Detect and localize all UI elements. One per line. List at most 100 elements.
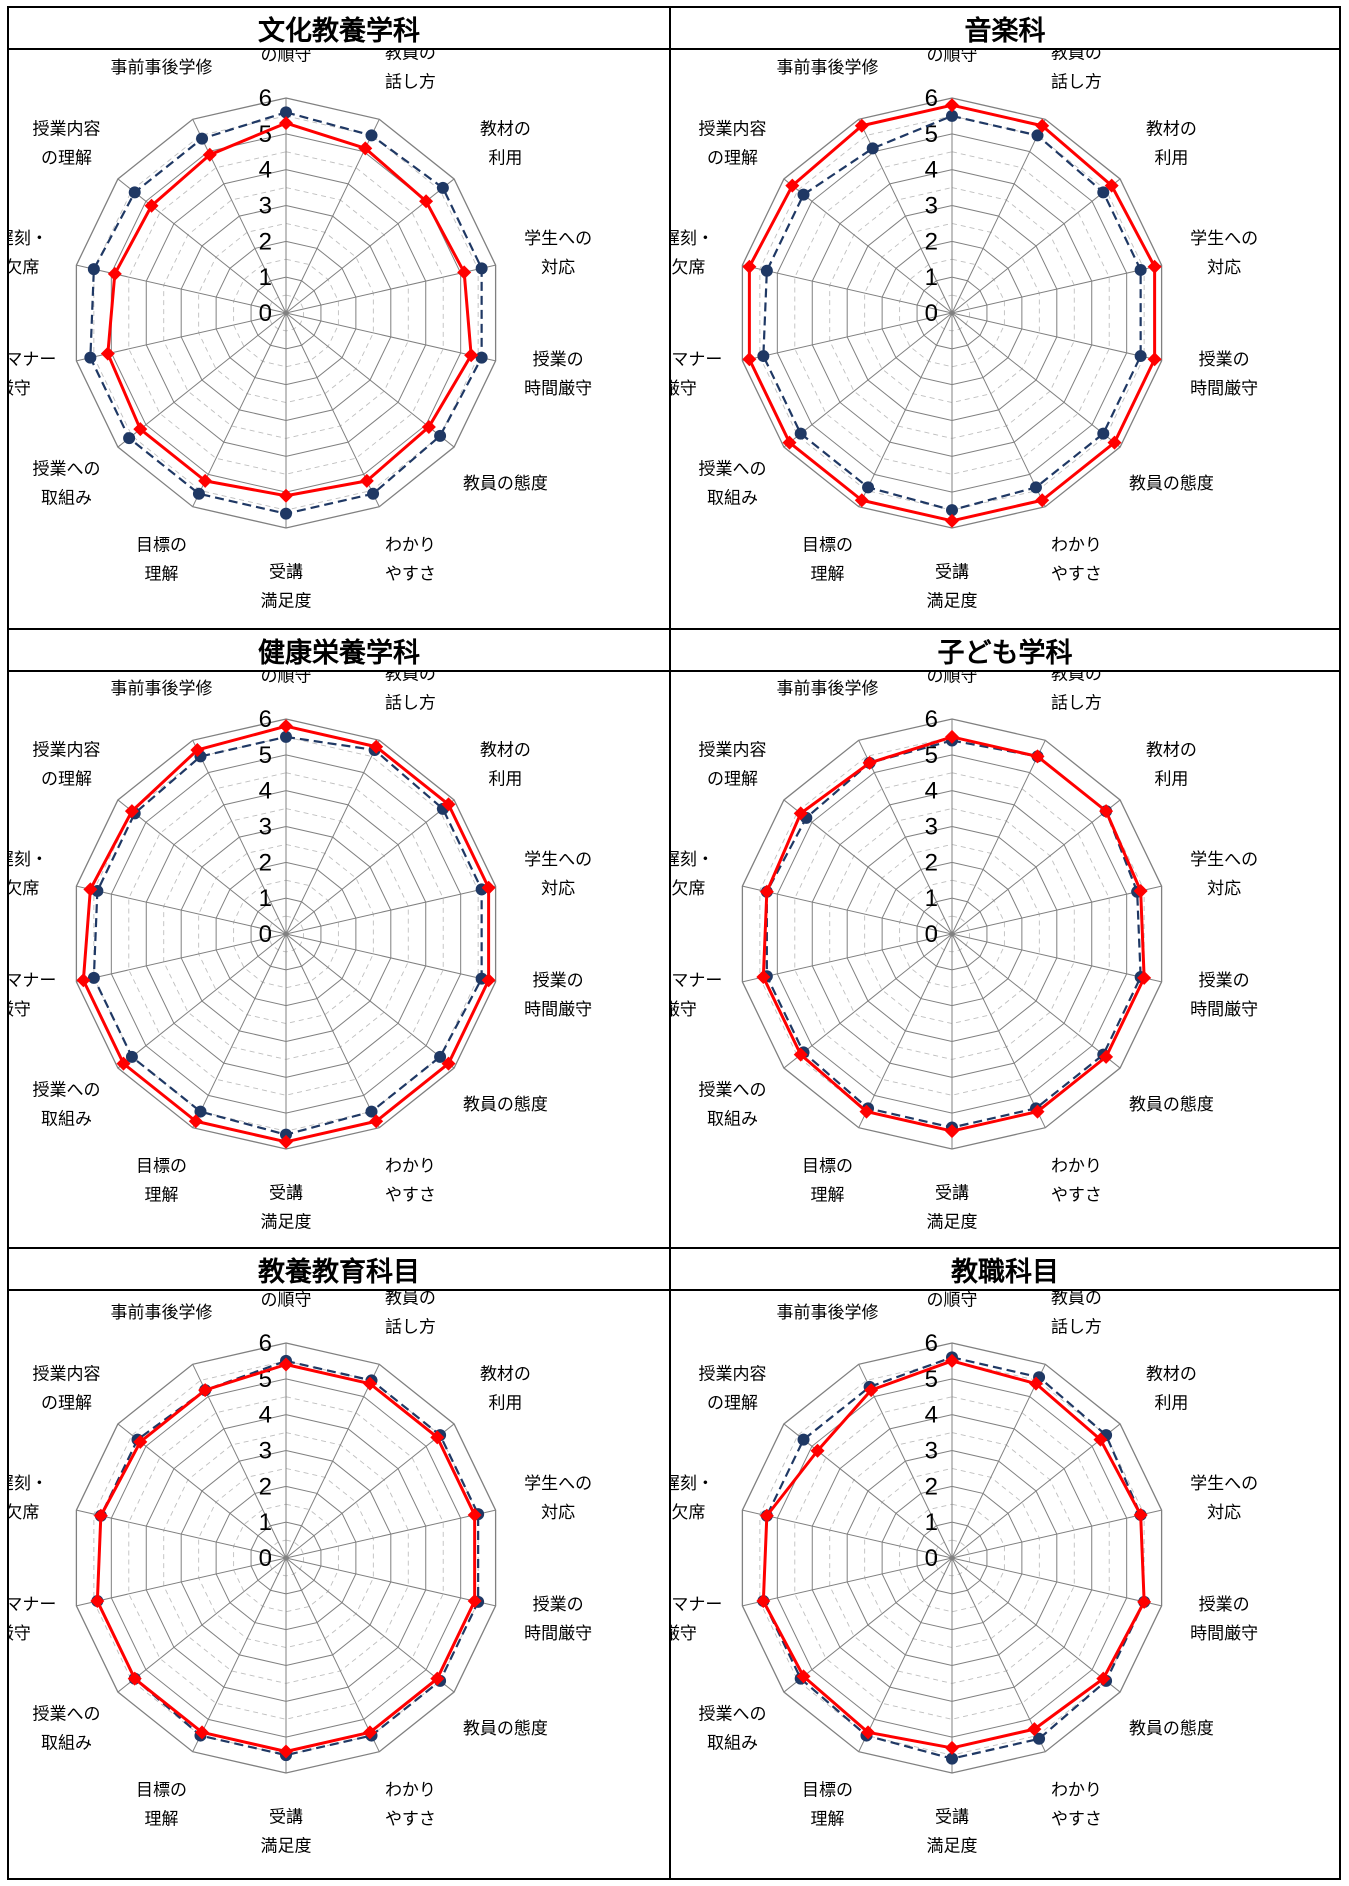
axis-label-line: 無欠席 [9, 1503, 39, 1523]
red-series-point [369, 1114, 384, 1129]
axis-label-line: 学生への [524, 229, 592, 249]
axis-label-line: 授業内容 [33, 119, 101, 139]
axis-label-line: 教材の [1146, 119, 1197, 139]
axis-label-line: 話し方 [385, 694, 436, 714]
navy-series-point [1097, 427, 1110, 440]
spoke [951, 312, 1121, 448]
spoke [783, 799, 953, 935]
spoke [783, 933, 953, 1069]
panel-bunka: 文化教養学科 0123456講義要項の順守教員の話し方教材の利用学生への対応授業… [9, 8, 669, 628]
radar-svg: 0123456講義要項の順守教員の話し方教材の利用学生への対応授業の時間厳守教員… [671, 1291, 1258, 1857]
minor-grid-ring [128, 151, 444, 475]
minor-grid-ring [899, 1503, 1005, 1613]
spoke [951, 119, 1046, 314]
red-series-point [100, 346, 115, 361]
red-series-point [756, 970, 771, 985]
panel-kenko-eiyo: 健康栄養学科 0123456講義要項の順守教員の話し方教材の利用学生への対応授業… [9, 630, 669, 1247]
axis-label-line: 事前事後学修 [111, 58, 213, 78]
axis-label-line: 受講 [935, 1184, 969, 1204]
spoke [117, 1557, 287, 1693]
red-series-point [195, 1725, 210, 1740]
radar-chart-grid: 文化教養学科 0123456講義要項の順守教員の話し方教材の利用学生への対応授業… [7, 6, 1341, 1880]
spoke [858, 740, 953, 935]
axis-label-line: 事前事後学修 [777, 1303, 879, 1323]
tick-label: 0 [925, 1545, 938, 1572]
tick-label: 2 [925, 849, 938, 876]
axis-label-line: 学生への [524, 1474, 592, 1494]
red-series-point [90, 1594, 105, 1609]
spoke [951, 1557, 1162, 1607]
tick-label: 3 [259, 814, 272, 841]
radar-chart: 0123456講義要項の順守教員の話し方教材の利用学生への対応授業の時間厳守教員… [671, 1291, 1339, 1878]
tick-label: 5 [925, 1366, 938, 1393]
minor-grid-ring [794, 772, 1110, 1096]
red-series-point [1099, 1049, 1114, 1064]
axis-label-line: 時間厳守 [1190, 1624, 1258, 1644]
axis-label-line: 満足度 [261, 1837, 312, 1857]
red-series-point [945, 1353, 959, 1368]
red-series-point [198, 1383, 213, 1398]
red-series-point [279, 1357, 293, 1372]
axis-label-line: 満足度 [927, 1213, 978, 1233]
red-series-point [1030, 749, 1045, 764]
navy-series-point [757, 350, 770, 363]
minor-grid-ring [233, 258, 339, 368]
spoke [117, 312, 287, 448]
axis-label-line: 教員の [385, 672, 436, 685]
tick-label: 4 [925, 778, 938, 805]
axis-label-line: 授業の [533, 971, 584, 991]
red-series-point [93, 1508, 108, 1523]
navy-series-point [1134, 350, 1147, 363]
minor-grid-ring [794, 151, 1110, 475]
axis-label-line: の理解 [41, 148, 92, 168]
red-series-point [945, 98, 959, 113]
red-series-point [1028, 1376, 1043, 1391]
axis-label-line: 授業内容 [699, 119, 767, 139]
tick-label: 1 [259, 264, 272, 291]
axis-label-line: 学生への [1190, 1474, 1258, 1494]
axis-label: 講義要項の順守 [927, 1291, 978, 1311]
navy-series-point [280, 1128, 292, 1141]
axis-label: 教員の態度 [463, 1719, 548, 1739]
spoke [76, 885, 287, 935]
axis-label-line: 授業の [533, 1595, 584, 1615]
red-series-point [116, 1056, 131, 1071]
axis-label: 受講マナー厳守 [671, 1595, 722, 1644]
axis-label-line: 受講マナー [9, 971, 56, 991]
red-series-point [362, 1725, 377, 1740]
axis-label-line: 授業内容 [699, 740, 767, 760]
axis-label-line: 学生への [524, 850, 592, 870]
panel-title: 教養教育科目 [9, 1249, 669, 1291]
spoke [951, 312, 1046, 507]
red-series-point [1137, 1594, 1152, 1609]
axis-label-line: の順守 [927, 1291, 978, 1311]
tick-label: 5 [925, 742, 938, 769]
axis-label: 講義要項の順守 [261, 50, 312, 66]
minor-grid-ring [128, 772, 444, 1096]
row-divider [9, 628, 1339, 630]
axis-label-line: 授業への [33, 1081, 101, 1101]
axis-label-line: 教材の [480, 740, 531, 760]
red-series-point [756, 1594, 771, 1609]
spoke [285, 933, 455, 1069]
spoke [951, 264, 1162, 314]
axis-label-line: わかり [385, 535, 436, 555]
axis-label-line: 授業内容 [33, 740, 101, 760]
axis-label-line: 厳守 [9, 1000, 31, 1020]
axis-label-line: やすさ [385, 564, 436, 584]
axis-label-line: 受講 [935, 1808, 969, 1828]
tick-label: 1 [925, 264, 938, 291]
axis-label-line: 理解 [811, 1809, 845, 1829]
axis-label-line: 事前事後学修 [111, 679, 213, 699]
axis-label-line: の順守 [927, 50, 978, 66]
axis-label-line: 教材の [480, 1364, 531, 1384]
axis-label-line: 話し方 [1051, 73, 1102, 93]
navy-series-point [365, 129, 378, 142]
axis-label-line: 時間厳守 [1190, 1000, 1258, 1020]
